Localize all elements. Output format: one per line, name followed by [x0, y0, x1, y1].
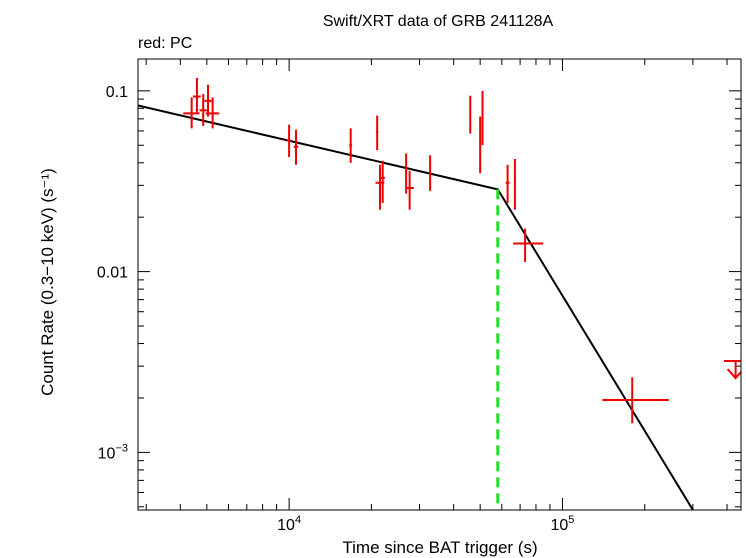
data-point [505, 164, 510, 203]
y-tick-label: 0.01 [97, 265, 128, 282]
data-point [405, 153, 408, 194]
chart-subtitle: red: PC [138, 35, 192, 52]
data-point [469, 95, 472, 134]
x-tick-label: 104 [277, 514, 301, 534]
data-point [405, 171, 414, 210]
upper-limit [724, 360, 741, 380]
data-point [481, 90, 484, 146]
data-point [205, 97, 220, 129]
data-point [286, 124, 292, 158]
data-point [183, 97, 200, 129]
y-tick-label: 0.1 [106, 84, 128, 101]
y-tick-label: 10−3 [98, 442, 128, 462]
x-axis-label: Time since BAT trigger (s) [342, 538, 537, 557]
x-tick-label: 105 [550, 514, 574, 534]
data-point [380, 160, 385, 203]
data-point [204, 84, 212, 117]
data-point [429, 155, 432, 191]
data-point [192, 77, 201, 113]
model-line [138, 104, 694, 510]
data-point [199, 94, 207, 126]
data-point [479, 116, 482, 174]
data-points [183, 77, 741, 424]
data-point [349, 128, 353, 163]
data-point [602, 377, 669, 424]
data-point [513, 158, 516, 210]
axis-ticks: 104 105 0.1 0.01 10−3 [97, 59, 741, 534]
y-axis-label: Count Rate (0.3−10 keV) (s⁻¹) [38, 168, 57, 396]
data-point [376, 115, 379, 151]
data-point [513, 228, 544, 263]
chart-title: Swift/XRT data of GRB 241128A [323, 13, 554, 30]
model-fit [138, 104, 694, 510]
plot-frame [137, 58, 742, 511]
data-point [293, 129, 299, 165]
